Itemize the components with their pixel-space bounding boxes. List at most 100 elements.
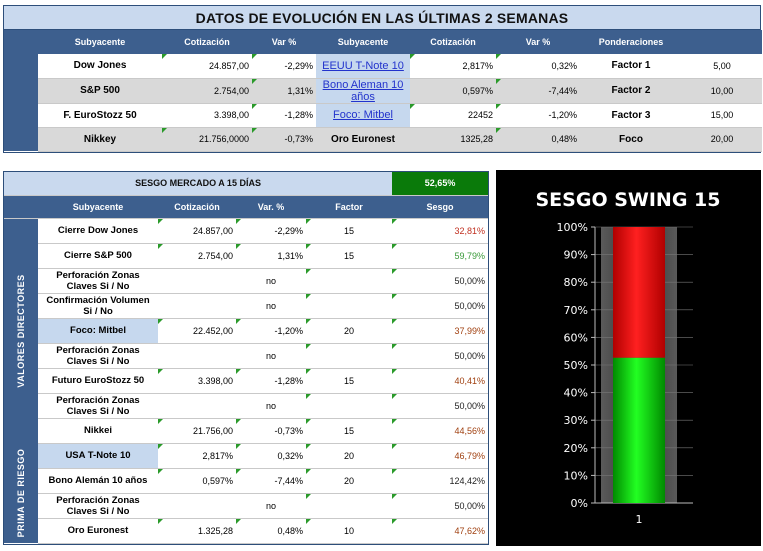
change-value: 0,32% xyxy=(496,54,580,79)
change-value: -0,73% xyxy=(252,127,316,152)
factor-value: 15 xyxy=(306,243,393,269)
underlying-name: S&P 500 xyxy=(38,78,162,104)
quote-value: 1.325,28 xyxy=(158,518,236,544)
y-tick-label: 100% xyxy=(557,221,588,234)
underlying-name: F. EuroStozz 50 xyxy=(38,103,162,128)
y-tick-label: 80% xyxy=(564,276,588,289)
bias-value: 50,00% xyxy=(392,268,489,294)
row-label: Perforación Zonas Claves Si / No xyxy=(38,268,158,294)
bias-title: SESGO MERCADO A 15 DÍAS xyxy=(4,172,393,196)
y-tick-label: 10% xyxy=(564,469,588,482)
bar-segment-1 xyxy=(613,227,665,358)
x-tick-label: 1 xyxy=(636,513,643,526)
weight-value: 5,00 xyxy=(682,54,762,79)
row-label: Bono Alemán 10 años xyxy=(38,468,158,494)
col-header: Cotización xyxy=(158,195,236,219)
change-value: -7,44% xyxy=(496,78,580,104)
y-tick-label: 60% xyxy=(564,331,588,344)
col-header: Factor xyxy=(306,195,393,219)
table-row: Perforación Zonas Claves Si / No no 50,00% xyxy=(4,493,489,519)
quote-value: 21.756,00 xyxy=(158,418,236,444)
change-value: 1,31% xyxy=(236,243,306,269)
weight-name: Factor 2 xyxy=(580,78,682,104)
underlying-name: Nikkey xyxy=(38,127,162,152)
side-spacer xyxy=(4,195,38,219)
quote-value: 3.398,00 xyxy=(162,103,252,128)
row-label: Foco: Mitbel xyxy=(38,318,158,344)
side-label-risk: PRIMA DE RIESGO xyxy=(4,443,38,543)
bias-value: 32,81% xyxy=(392,218,489,244)
col-header: Subyacente xyxy=(316,30,410,54)
underlying-link[interactable]: Foco: Mitbel xyxy=(316,103,410,128)
change-value: no xyxy=(236,268,306,294)
col-header: Subyacente xyxy=(38,195,158,219)
factor-value: 20 xyxy=(306,443,393,469)
table-row: Oro Euronest 1.325,28 0,48% 10 47,62% xyxy=(4,518,489,544)
side-label-directors: VALORES DIRECTORES xyxy=(4,218,38,443)
change-value: -2,29% xyxy=(236,218,306,244)
evolution-header-row: Subyacente Cotización Var % Subyacente C… xyxy=(4,30,762,54)
col-header: Var % xyxy=(252,30,316,54)
quote-value xyxy=(158,493,236,519)
quote-value: 21.756,0000 xyxy=(162,127,252,152)
col-header: Subyacente xyxy=(38,30,162,54)
factor-value: 15 xyxy=(306,368,393,394)
factor-value xyxy=(306,393,393,419)
bias-total-value: 52,65% xyxy=(392,172,489,196)
underlying-link[interactable]: Bono Aleman 10 años xyxy=(316,78,410,104)
factor-value xyxy=(306,343,393,369)
change-value: 0,32% xyxy=(236,443,306,469)
underlying-link[interactable]: EEUU T-Note 10 xyxy=(316,54,410,79)
col-header: Cotización xyxy=(162,30,252,54)
y-tick-label: 90% xyxy=(564,249,588,262)
bias-table: SESGO MERCADO A 15 DÍAS 52,65% Subyacente C… xyxy=(4,172,489,544)
row-label: Oro Euronest xyxy=(38,518,158,544)
bias-value: 50,00% xyxy=(392,393,489,419)
quote-value: 2,817% xyxy=(410,54,496,79)
bias-value: 50,00% xyxy=(392,343,489,369)
factor-value: 15 xyxy=(306,218,393,244)
bias-value: 37,99% xyxy=(392,318,489,344)
side-label-text: PRIMA DE RIESGO xyxy=(16,448,26,538)
change-value: -1,20% xyxy=(236,318,306,344)
factor-value xyxy=(306,293,393,319)
factor-value: 15 xyxy=(306,418,393,444)
col-header: Sesgo xyxy=(392,195,489,219)
bias-chart: SESGO SWING 15 0% 10% 20% 30% 40% 50% 60% 70% 80… xyxy=(496,170,761,546)
col-header: Var % xyxy=(496,30,580,54)
quote-value xyxy=(158,393,236,419)
weight-value: 10,00 xyxy=(682,78,762,104)
bias-value: 124,42% xyxy=(392,468,489,494)
change-value: no xyxy=(236,293,306,319)
quote-value xyxy=(158,293,236,319)
quote-value: 0,597% xyxy=(158,468,236,494)
table-row: Confirmación Volumen Si / No no 50,00% xyxy=(4,293,489,319)
weight-value: 20,00 xyxy=(682,127,762,152)
table-row: Bono Alemán 10 años 0,597% -7,44% 20 124,42% xyxy=(4,468,489,494)
row-label: Perforación Zonas Claves Si / No xyxy=(38,393,158,419)
quote-value xyxy=(158,268,236,294)
bias-header-row: Subyacente Cotización Var. % Factor Sesgo xyxy=(4,195,489,219)
side-spacer xyxy=(4,54,38,78)
side-label-text: VALORES DIRECTORES xyxy=(16,274,26,388)
side-spacer xyxy=(4,30,38,54)
table-row: S&P 500 2.754,00 1,31% Bono Aleman 10 añ… xyxy=(4,78,762,104)
change-value: -0,73% xyxy=(236,418,306,444)
table-row: Foco: Mitbel 22.452,00 -1,20% 20 37,99% xyxy=(4,318,489,344)
underlying-name: Oro Euronest xyxy=(316,127,410,152)
table-row: Nikkey 21.756,0000 -0,73% Oro Euronest 1… xyxy=(4,127,762,152)
table-row: Perforación Zonas Claves Si / No no 50,00% xyxy=(4,393,489,419)
row-label: USA T-Note 10 xyxy=(38,443,158,469)
evolution-title: DATOS DE EVOLUCIÓN EN LAS ÚLTIMAS 2 SEMA… xyxy=(4,6,760,30)
change-value: no xyxy=(236,493,306,519)
bias-panel: SESGO MERCADO A 15 DÍAS 52,65% Subyacente C… xyxy=(3,171,489,545)
change-value: no xyxy=(236,343,306,369)
weight-name: Foco xyxy=(580,127,682,152)
y-tick-label: 0% xyxy=(571,497,588,510)
quote-value: 2.754,00 xyxy=(162,78,252,104)
bias-value: 50,00% xyxy=(392,493,489,519)
y-tick-label: 30% xyxy=(564,414,588,427)
row-label: Perforación Zonas Claves Si / No xyxy=(38,343,158,369)
change-value: 1,31% xyxy=(252,78,316,104)
y-tick-label: 50% xyxy=(564,359,588,372)
